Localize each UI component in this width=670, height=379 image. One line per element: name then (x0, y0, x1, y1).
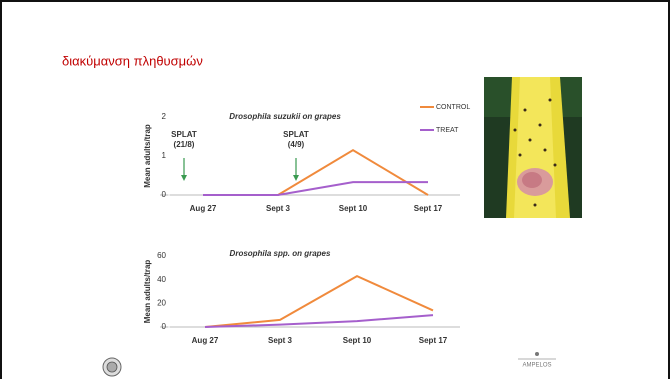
logo-text: AMPELOS (522, 363, 551, 369)
x-tick-label: Sept 10 (339, 204, 368, 213)
y-tick-label: 1 (162, 151, 167, 160)
annotation: SPLAT (283, 130, 309, 139)
y-tick-label: 60 (157, 251, 166, 260)
photo (484, 77, 582, 218)
chart-title: Drosophila suzukii on grapes (229, 112, 341, 121)
annotation: SPLAT (171, 130, 197, 139)
annotation: (21/8) (174, 140, 195, 149)
slide-title: διακύμανση πληθυσμών (62, 53, 203, 68)
y-tick-label: 0 (162, 190, 167, 199)
y-axis-label: Mean adults/trap (143, 124, 152, 188)
slide: διακύμανση πληθυσμών AMPELOS Drosophila … (0, 0, 670, 379)
y-axis-label: Mean adults/trap (143, 260, 152, 324)
x-tick-label: Aug 27 (192, 336, 219, 345)
annotation: (4/9) (288, 140, 305, 149)
seal-logo (103, 358, 121, 376)
legend-label: CONTROL (436, 104, 470, 111)
y-tick-label: 0 (162, 322, 167, 331)
y-tick-label: 40 (157, 275, 166, 284)
x-tick-label: Sept 3 (266, 204, 291, 213)
x-tick-label: Aug 27 (190, 204, 217, 213)
y-tick-label: 2 (162, 112, 167, 121)
x-tick-label: Sept 17 (414, 204, 443, 213)
x-tick-label: Sept 17 (419, 336, 448, 345)
page: διακύμανση πληθυσμών AMPELOS Drosophila … (0, 0, 670, 379)
legend-label: TREAT (436, 127, 459, 134)
y-tick-label: 20 (157, 298, 166, 307)
x-tick-label: Sept 3 (268, 336, 293, 345)
chart-title: Drosophila spp. on grapes (230, 249, 331, 258)
x-tick-label: Sept 10 (343, 336, 372, 345)
